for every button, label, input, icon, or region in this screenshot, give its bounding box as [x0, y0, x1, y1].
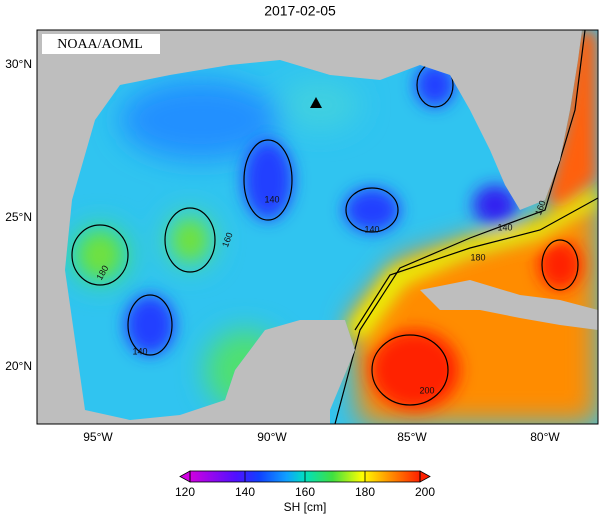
colorbar-tick-label: 160 [295, 485, 315, 499]
contour-label: 180 [470, 252, 485, 262]
contour-label: 140 [264, 194, 279, 204]
lat-label: 25°N [5, 210, 32, 224]
contour-label: 140 [497, 222, 512, 232]
credit-box [42, 34, 160, 54]
colorbar-tick-label: 180 [355, 485, 375, 499]
map-frame [36, 29, 599, 425]
lon-label: 95°W [83, 430, 113, 444]
contour-label: 140 [132, 346, 147, 356]
lat-label: 30°N [5, 57, 32, 71]
contour-label: 140 [364, 224, 379, 234]
map-title: 2017-02-05 [264, 3, 336, 19]
colorbar-tick-label: 140 [235, 485, 255, 499]
lat-label: 20°N [5, 359, 32, 373]
lon-label: 90°W [257, 430, 287, 444]
lon-label: 85°W [397, 430, 427, 444]
cuba [420, 280, 598, 330]
lon-label: 80°W [530, 430, 560, 444]
colorbar-tick-label: 120 [175, 485, 195, 499]
contour-label: 160 [533, 199, 548, 217]
colorbar-label: SH [cm] [284, 500, 327, 514]
marker [310, 97, 322, 108]
contour-label: 200 [419, 385, 434, 395]
credit: NOAA/AOML [57, 37, 143, 52]
contour-label: 160 [220, 231, 235, 249]
colorbar-tick-label: 200 [415, 485, 435, 499]
